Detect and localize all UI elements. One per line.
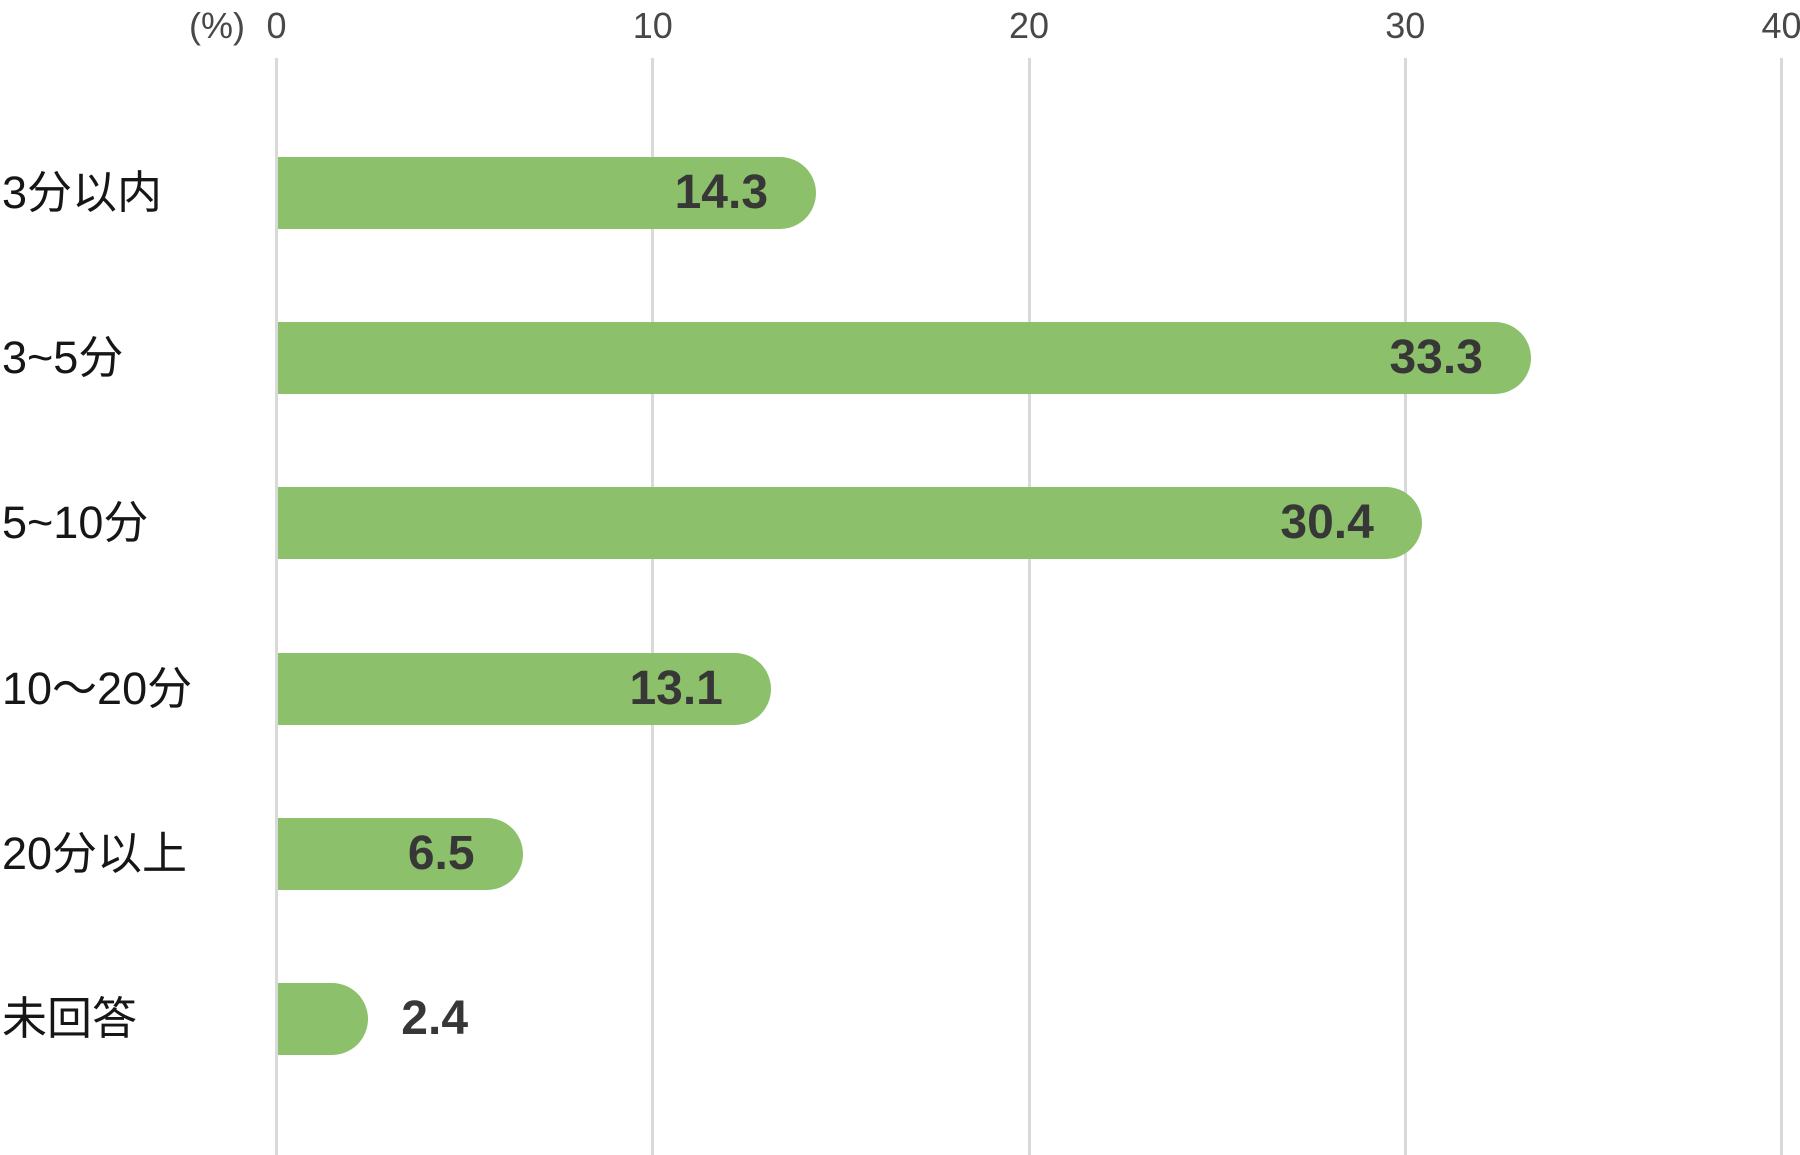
gridline bbox=[1403, 58, 1407, 1155]
x-tick-label: 0 bbox=[266, 5, 287, 46]
bar bbox=[278, 157, 817, 229]
value-label: 33.3 bbox=[1389, 331, 1483, 385]
value-label: 6.5 bbox=[407, 826, 475, 880]
gridline bbox=[275, 58, 278, 1155]
x-tick-label: 10 bbox=[632, 5, 673, 46]
bar bbox=[278, 322, 1531, 395]
value-label: 30.4 bbox=[1280, 496, 1374, 550]
category-label: 未回答 bbox=[2, 993, 138, 1044]
bar bbox=[278, 983, 369, 1055]
value-label: 13.1 bbox=[629, 661, 723, 715]
x-tick-label: 30 bbox=[1385, 5, 1426, 46]
category-label: 5~10分 bbox=[2, 497, 149, 549]
value-label: 2.4 bbox=[401, 992, 469, 1045]
category-label: 3分以内 bbox=[2, 167, 163, 218]
x-tick-label: 40 bbox=[1761, 5, 1800, 46]
category-label: 10〜20分 bbox=[2, 662, 193, 714]
bar bbox=[278, 652, 771, 725]
bar bbox=[278, 487, 1422, 560]
value-label: 14.3 bbox=[674, 166, 769, 219]
gridline bbox=[651, 58, 655, 1155]
gridline bbox=[1780, 58, 1783, 1155]
category-label: 3~5分 bbox=[2, 332, 124, 384]
category-label: 20分以上 bbox=[2, 827, 188, 879]
axis-unit-label: (%) bbox=[189, 5, 245, 46]
bar bbox=[278, 817, 523, 890]
x-tick-label: 20 bbox=[1008, 5, 1050, 46]
gridline bbox=[1027, 58, 1031, 1155]
